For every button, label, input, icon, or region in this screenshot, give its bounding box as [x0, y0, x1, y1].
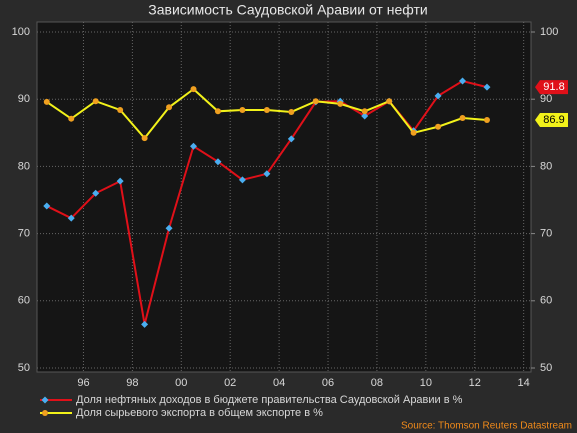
y-tick-label: 70: [18, 228, 30, 240]
source: Source: Thomson Reuters Datastream: [401, 421, 572, 432]
marker: [165, 224, 173, 232]
x-tick-label: 08: [371, 377, 383, 389]
marker: [435, 123, 442, 130]
marker: [141, 135, 148, 142]
marker: [483, 117, 490, 124]
marker: [337, 100, 344, 107]
marker: [263, 106, 270, 113]
x-tick-label: 96: [77, 377, 89, 389]
marker: [459, 115, 466, 122]
y-tick-label: 50: [18, 362, 30, 374]
plot-area: [36, 21, 532, 373]
marker: [312, 98, 319, 105]
marker: [214, 108, 221, 115]
legend-marker: [42, 410, 48, 416]
x-tick-label: 06: [322, 377, 334, 389]
marker: [288, 108, 295, 115]
x-tick-label: 04: [273, 377, 285, 389]
marker: [287, 135, 295, 143]
marker: [67, 214, 75, 222]
marker: [410, 129, 417, 136]
y2-tick-label: 50: [540, 362, 552, 374]
y-tick-label: 100: [12, 26, 30, 38]
marker: [483, 83, 491, 91]
end-label: 86.9: [543, 114, 564, 126]
end-badge: [535, 80, 568, 95]
marker: [190, 86, 197, 93]
marker: [166, 104, 173, 111]
marker: [214, 158, 222, 166]
y2-tick-label: 90: [540, 93, 552, 105]
x-tick-label: 00: [175, 377, 187, 389]
marker: [238, 176, 246, 184]
marker: [434, 92, 442, 100]
x-tick-label: 10: [420, 377, 432, 389]
y2-tick-label: 70: [540, 228, 552, 240]
end-badge: [535, 113, 568, 128]
legend-label: Доля сырьевого экспорта в общем экспорте…: [76, 407, 323, 419]
x-tick-label: 12: [469, 377, 481, 389]
y-tick-label: 60: [18, 295, 30, 307]
legend-marker: [41, 396, 49, 404]
marker: [43, 202, 51, 210]
marker: [43, 98, 50, 105]
x-tick-label: 14: [518, 377, 530, 389]
marker: [141, 320, 149, 328]
y-tick-label: 90: [18, 93, 30, 105]
marker: [117, 106, 124, 113]
marker: [361, 108, 368, 115]
y2-tick-label: 80: [540, 160, 552, 172]
x-tick-label: 02: [224, 377, 236, 389]
marker: [190, 142, 198, 150]
marker: [386, 98, 393, 105]
marker: [92, 98, 99, 105]
marker: [459, 77, 467, 85]
x-tick-label: 98: [126, 377, 138, 389]
y2-tick-label: 60: [540, 295, 552, 307]
marker: [68, 115, 75, 122]
marker: [361, 112, 369, 120]
legend-label: Доля нефтяных доходов в бюджете правител…: [76, 394, 463, 406]
marker: [92, 189, 100, 197]
marker: [263, 170, 271, 178]
y2-tick-label: 100: [540, 26, 558, 38]
marker: [239, 106, 246, 113]
end-label: 91.8: [543, 81, 564, 93]
y-tick-label: 80: [18, 160, 30, 172]
marker: [116, 177, 124, 185]
chart-title: Зависимость Саудовской Аравии от нефти: [148, 2, 427, 18]
